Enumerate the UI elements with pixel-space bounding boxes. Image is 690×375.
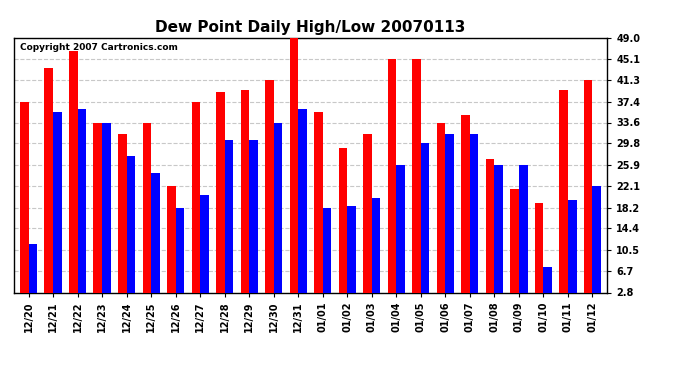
Bar — [298, 109, 307, 308]
Bar — [274, 123, 282, 308]
Bar — [560, 90, 568, 308]
Bar — [265, 80, 274, 308]
Bar — [93, 123, 102, 308]
Bar — [200, 195, 209, 308]
Bar — [20, 102, 28, 308]
Bar — [535, 203, 544, 308]
Bar — [151, 173, 159, 308]
Bar — [102, 123, 110, 308]
Bar — [462, 115, 470, 308]
Bar — [486, 159, 495, 308]
Text: Copyright 2007 Cartronics.com: Copyright 2007 Cartronics.com — [20, 43, 177, 52]
Bar — [339, 148, 347, 308]
Bar — [126, 156, 135, 308]
Bar — [511, 189, 519, 308]
Bar — [584, 80, 593, 308]
Bar — [363, 134, 372, 308]
Bar — [314, 112, 323, 308]
Bar — [445, 134, 454, 308]
Bar — [143, 123, 151, 308]
Title: Dew Point Daily High/Low 20070113: Dew Point Daily High/Low 20070113 — [155, 20, 466, 35]
Bar — [192, 102, 200, 308]
Bar — [290, 38, 298, 308]
Bar — [176, 207, 184, 308]
Bar — [28, 244, 37, 308]
Bar — [323, 207, 331, 308]
Bar — [167, 186, 176, 308]
Bar — [495, 165, 503, 308]
Bar — [69, 51, 77, 308]
Bar — [421, 144, 429, 308]
Bar — [118, 134, 126, 308]
Bar — [412, 59, 421, 308]
Bar — [53, 112, 61, 308]
Bar — [225, 140, 233, 308]
Bar — [437, 123, 445, 308]
Bar — [519, 165, 528, 308]
Bar — [568, 200, 577, 308]
Bar — [241, 90, 249, 308]
Bar — [396, 165, 405, 308]
Bar — [44, 68, 53, 308]
Bar — [470, 134, 478, 308]
Bar — [544, 267, 552, 308]
Bar — [372, 198, 380, 308]
Bar — [347, 206, 356, 308]
Bar — [593, 186, 601, 308]
Bar — [249, 140, 258, 308]
Bar — [77, 109, 86, 308]
Bar — [216, 92, 225, 308]
Bar — [388, 59, 396, 308]
